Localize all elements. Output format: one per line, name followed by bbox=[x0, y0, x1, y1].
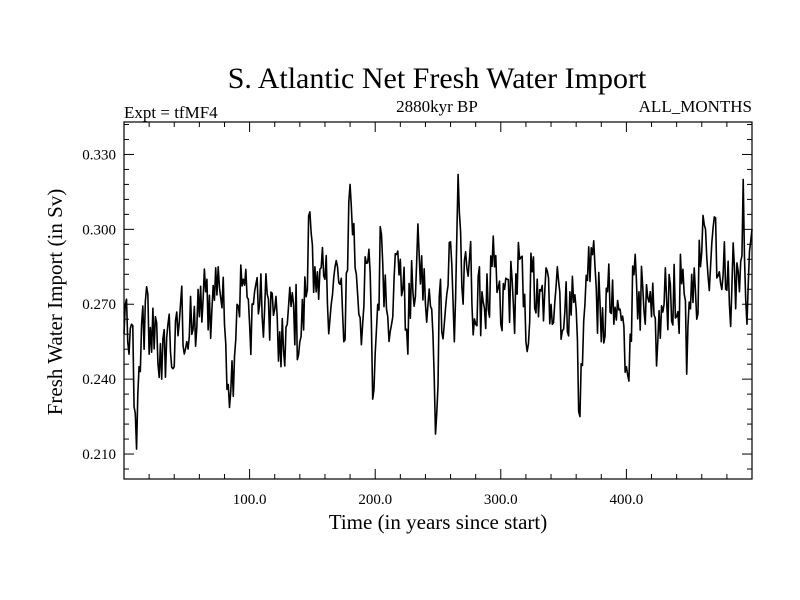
months-label: ALL_MONTHS bbox=[639, 97, 752, 116]
y-tick-label: 0.330 bbox=[82, 147, 116, 163]
y-tick-label: 0.210 bbox=[82, 447, 116, 463]
chart-title: S. Atlantic Net Fresh Water Import bbox=[228, 62, 647, 95]
x-tick-label: 300.0 bbox=[484, 492, 518, 508]
time-period-label: 2880kyr BP bbox=[396, 97, 478, 116]
y-axis-label: Fresh Water Import (in Sv) bbox=[43, 189, 67, 416]
y-tick-label: 0.300 bbox=[82, 222, 116, 238]
series-line bbox=[123, 173, 753, 450]
plot-frame bbox=[123, 121, 753, 480]
x-tick-label: 400.0 bbox=[610, 492, 644, 508]
y-tick-label: 0.270 bbox=[82, 297, 116, 313]
y-tick-label: 0.240 bbox=[82, 372, 116, 388]
x-tick-label: 100.0 bbox=[233, 492, 267, 508]
x-tick-label: 200.0 bbox=[358, 492, 392, 508]
x-axis-label: Time (in years since start) bbox=[329, 510, 548, 534]
experiment-label: Expt = tfMF4 bbox=[124, 103, 218, 122]
